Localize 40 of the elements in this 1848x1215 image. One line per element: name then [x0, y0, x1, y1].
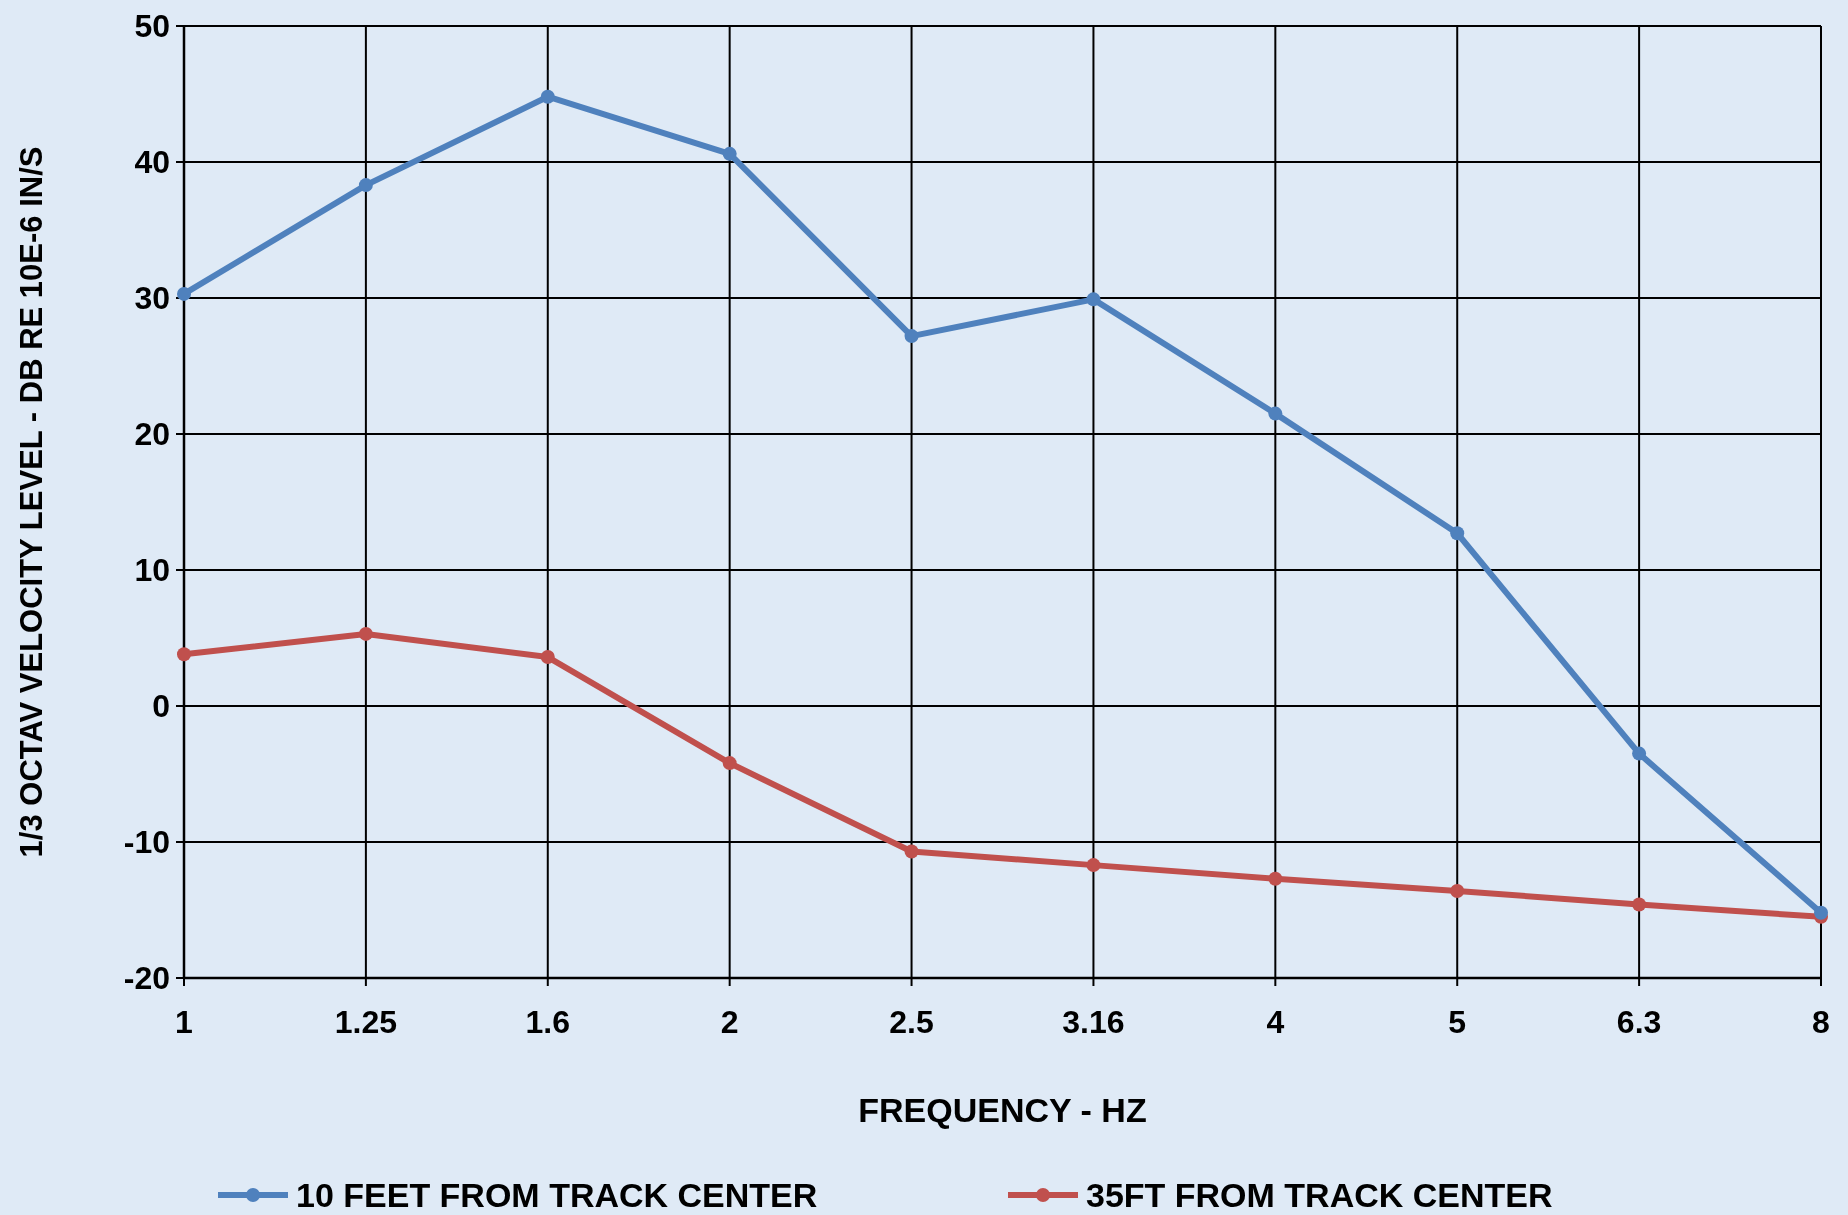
x-tick-label: 6.3 — [1616, 1004, 1662, 1040]
y-tick-label: 30 — [134, 280, 170, 317]
x-tick-label: 1.6 — [525, 1004, 571, 1040]
point — [540, 650, 555, 665]
y-tick-label: 0 — [152, 688, 170, 725]
point — [904, 844, 919, 859]
point — [1086, 858, 1101, 873]
point — [358, 178, 373, 193]
legend-label: 35FT FROM TRACK CENTER — [1086, 1175, 1553, 1214]
point — [1268, 871, 1283, 886]
x-tick-label: 5 — [1448, 1004, 1467, 1040]
point — [1086, 292, 1101, 307]
point — [358, 626, 373, 641]
point — [1632, 897, 1647, 912]
point — [1814, 905, 1828, 920]
point — [722, 756, 737, 771]
y-tick-label: 50 — [134, 8, 170, 45]
x-tick-label: 2.5 — [889, 1004, 934, 1040]
y-tick-label: 20 — [134, 416, 170, 453]
point — [1450, 883, 1465, 898]
y-tick-label: -10 — [123, 824, 170, 861]
x-tick-label: 4 — [1266, 1004, 1285, 1040]
point — [904, 329, 919, 344]
point — [1632, 746, 1647, 761]
point — [1268, 406, 1283, 421]
x-tick-label: 8 — [1812, 1004, 1830, 1040]
x-tick-label: 1 — [175, 1004, 193, 1040]
y-tick-label: 40 — [134, 144, 170, 181]
y-tick-label: -20 — [123, 960, 170, 997]
x-tick-label: 3.16 — [1062, 1004, 1125, 1040]
x-axis-title: FREQUENCY - HZ — [858, 1091, 1147, 1129]
y-axis-title: 1/3 OCTAV VELOCITY LEVEL - DB RE 10E-6 IN/S — [14, 146, 49, 858]
y-tick-label: 10 — [134, 552, 170, 589]
x-tick-label: 1.25 — [334, 1004, 398, 1040]
point — [177, 647, 191, 662]
legend-label: 10 FEET FROM TRACK CENTER — [296, 1175, 818, 1214]
point — [540, 89, 555, 104]
point — [722, 146, 737, 161]
point — [1450, 526, 1465, 541]
x-tick-label: 2 — [720, 1004, 739, 1040]
